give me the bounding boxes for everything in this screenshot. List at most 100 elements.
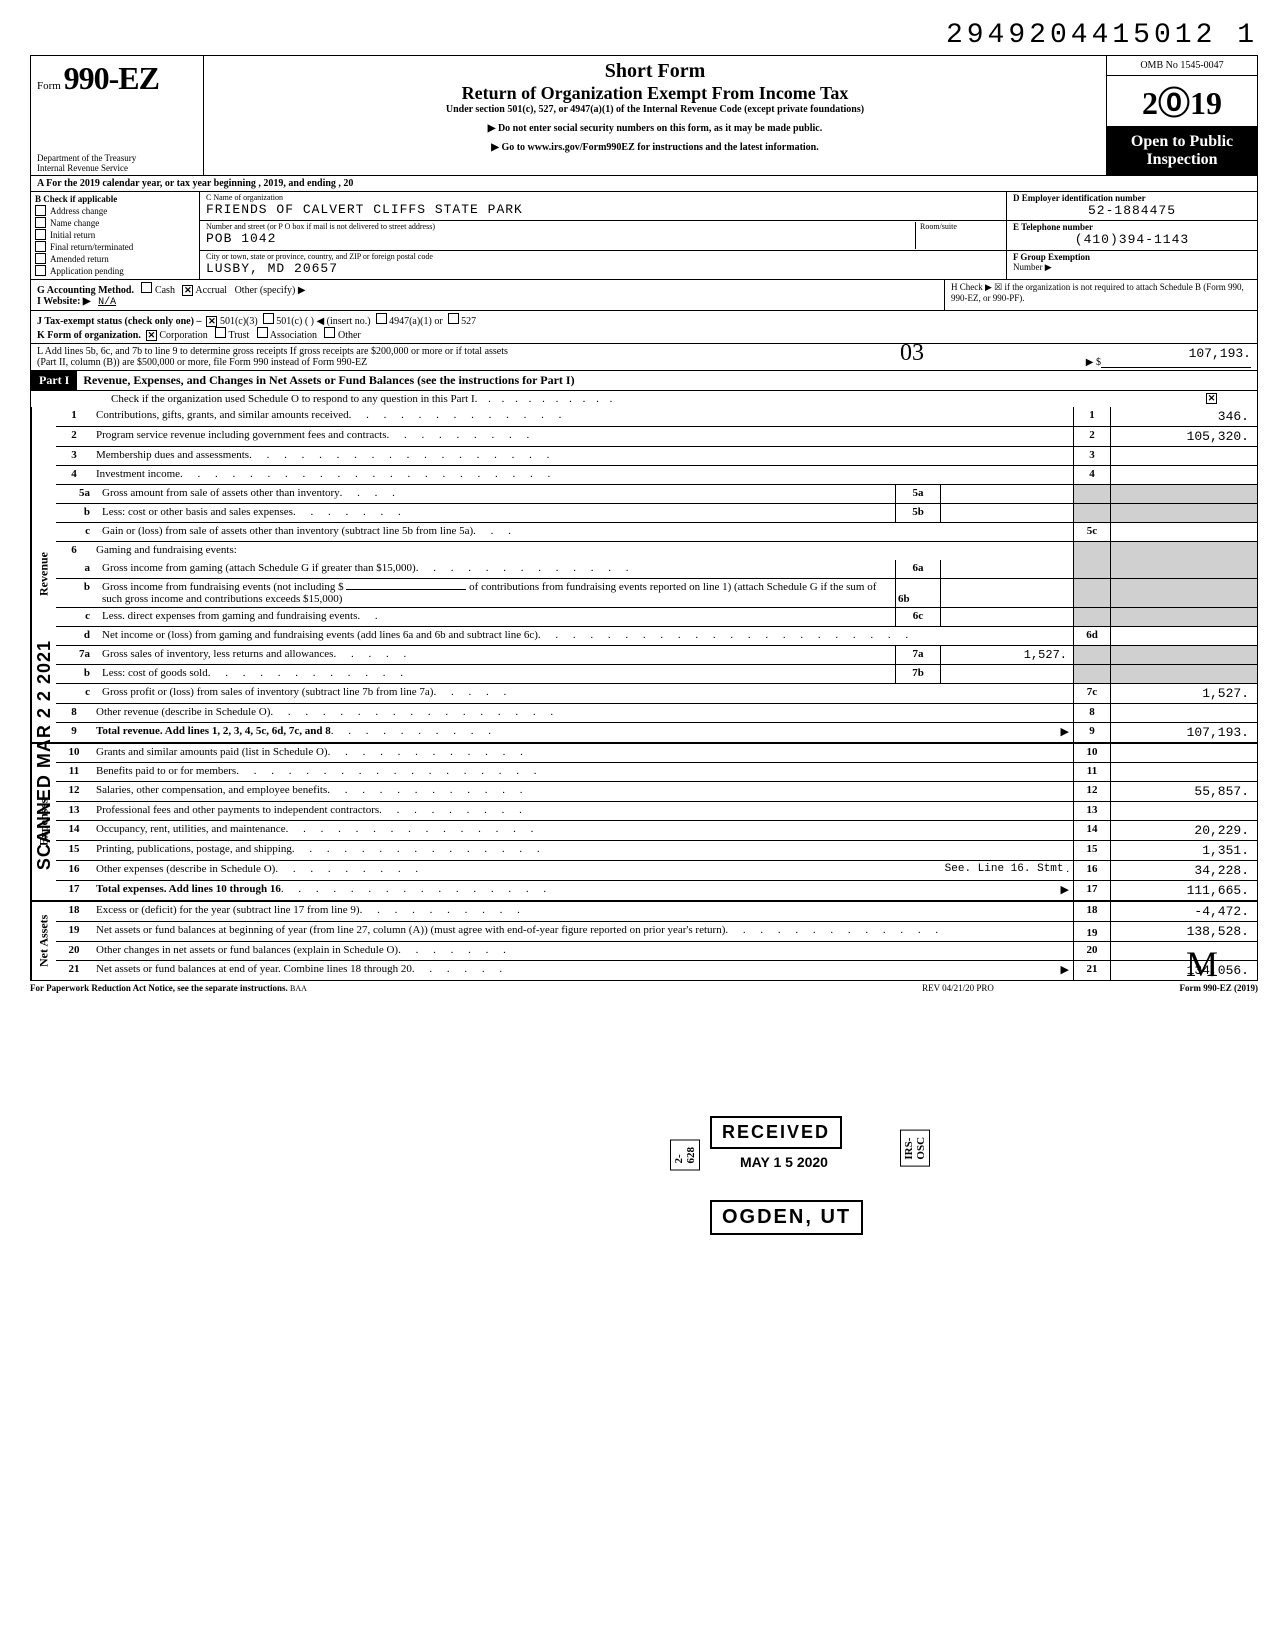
- shade-6cv: [1110, 608, 1257, 626]
- ln7a-ibox: 7a: [895, 646, 941, 664]
- ln6d-box: 6d: [1073, 627, 1110, 645]
- chk-address[interactable]: [35, 205, 46, 216]
- ln1-num: 1: [56, 407, 92, 426]
- chk-initial[interactable]: [35, 229, 46, 240]
- chk-trust[interactable]: [215, 327, 226, 338]
- ln5c-box: 5c: [1073, 523, 1110, 541]
- row-l: L Add lines 5b, 6c, and 7b to line 9 to …: [30, 344, 1258, 371]
- ln2-desc: Program service revenue including govern…: [96, 429, 386, 444]
- ln21-box: 21: [1073, 961, 1110, 980]
- ln6c-ibox: 6c: [895, 608, 941, 626]
- ln7a-desc: Gross sales of inventory, less returns a…: [102, 648, 333, 662]
- k-other: Other: [338, 330, 361, 341]
- ln13-num: 13: [56, 802, 92, 820]
- check-o-text: Check if the organization used Schedule …: [111, 393, 475, 405]
- chk-k-other[interactable]: [324, 327, 335, 338]
- ln19-box: 19: [1073, 922, 1110, 941]
- ln19-val: 138,528.: [1110, 922, 1257, 941]
- ln6a-ival: [941, 560, 1073, 578]
- form-number: 990-EZ: [64, 60, 159, 96]
- ln3-box: 3: [1073, 447, 1110, 465]
- shade-7b: [1073, 665, 1110, 683]
- return-title: Return of Organization Exempt From Incom…: [210, 83, 1100, 104]
- ln14-desc: Occupancy, rent, utilities, and maintena…: [96, 823, 286, 838]
- chk-527[interactable]: [448, 313, 459, 324]
- ln5c-desc: Gain or (loss) from sale of assets other…: [102, 525, 473, 539]
- b-item-3: Final return/terminated: [50, 242, 133, 252]
- ln6a-desc: Gross income from gaming (attach Schedul…: [102, 562, 416, 576]
- chk-schedule-o[interactable]: [1206, 393, 1217, 404]
- shade-5b: [1073, 504, 1110, 522]
- ln6d-val: [1110, 627, 1257, 645]
- chk-4947[interactable]: [376, 313, 387, 324]
- ln3-num: 3: [56, 447, 92, 465]
- room-label: Room/suite: [920, 222, 1000, 231]
- ln14-box: 14: [1073, 821, 1110, 840]
- chk-pending[interactable]: [35, 265, 46, 276]
- ln4-val: [1110, 466, 1257, 484]
- ln8-val: [1110, 704, 1257, 722]
- chk-corp[interactable]: [146, 330, 157, 341]
- side-netassets: Net Assets: [31, 902, 56, 980]
- chk-501c[interactable]: [263, 313, 274, 324]
- ln2-box: 2: [1073, 427, 1110, 446]
- ln17-val: 111,665.: [1110, 881, 1257, 900]
- chk-assoc[interactable]: [257, 327, 268, 338]
- ln7c-val: 1,527.: [1110, 684, 1257, 703]
- ln14-val: 20,229.: [1110, 821, 1257, 840]
- ln16-desc: Other expenses (describe in Schedule O): [96, 863, 275, 878]
- form-label: Form: [37, 80, 61, 92]
- shade-7bv: [1110, 665, 1257, 683]
- ln21-val: 134,056.: [1110, 961, 1257, 980]
- footer-left: For Paperwork Reduction Act Notice, see …: [30, 983, 288, 993]
- ln20-val: [1110, 942, 1257, 960]
- ln12-desc: Salaries, other compensation, and employ…: [96, 784, 327, 799]
- ln9-num: 9: [56, 723, 92, 742]
- revenue-table: Revenue 1 Contributions, gifts, grants, …: [30, 407, 1258, 743]
- dln-number: 2949204415012 1: [30, 20, 1258, 51]
- ln8-num: 8: [56, 704, 92, 722]
- addr-label: Number and street (or P O box if mail is…: [206, 222, 915, 231]
- ln9-val: 107,193.: [1110, 723, 1257, 742]
- ln2-val: 105,320.: [1110, 427, 1257, 446]
- ln6c-ival: [941, 608, 1073, 626]
- ln4-num: 4: [56, 466, 92, 484]
- shade-6b: [1073, 579, 1110, 607]
- ln12-val: 55,857.: [1110, 782, 1257, 801]
- shade-5v: [1110, 485, 1257, 503]
- city-value: LUSBY, MD 20657: [206, 261, 1000, 276]
- ln21-arrow: ▶: [1061, 963, 1069, 978]
- part1-label: Part I: [31, 371, 77, 390]
- ln6a-num: a: [56, 560, 98, 578]
- chk-name[interactable]: [35, 217, 46, 228]
- shade-7av: [1110, 646, 1257, 664]
- ln1-desc: Contributions, gifts, grants, and simila…: [96, 409, 349, 424]
- chk-501c3[interactable]: [206, 316, 217, 327]
- ln21-desc: Net assets or fund balances at end of ye…: [96, 963, 412, 978]
- ln6c-num: c: [56, 608, 98, 626]
- j-501c: 501(c) (: [276, 316, 308, 327]
- chk-final[interactable]: [35, 241, 46, 252]
- ln5b-desc: Less: cost or other basis and sales expe…: [102, 506, 293, 520]
- chk-cash[interactable]: [141, 282, 152, 293]
- ln14-num: 14: [56, 821, 92, 840]
- ln9-box: 9: [1073, 723, 1110, 742]
- ln9-arrow: ▶: [1061, 725, 1069, 740]
- b-label: B Check if applicable: [35, 194, 195, 204]
- ln6b-num: b: [56, 579, 98, 607]
- website-value: N/A: [98, 297, 116, 308]
- netassets-table: Net Assets 18 Excess or (deficit) for th…: [30, 901, 1258, 981]
- j-label: J Tax-exempt status (check only one) –: [37, 316, 201, 327]
- g-accrual: Accrual: [195, 285, 227, 296]
- ln6c-desc: Less. direct expenses from gaming and fu…: [102, 610, 357, 624]
- chk-accrual[interactable]: [182, 285, 193, 296]
- ln19-desc: Net assets or fund balances at beginning…: [96, 924, 725, 939]
- ln6b-ival: [941, 579, 1073, 607]
- ln7b-num: b: [56, 665, 98, 683]
- part1-row: Part I Revenue, Expenses, and Changes in…: [30, 371, 1258, 391]
- b-item-2: Initial return: [50, 230, 95, 240]
- shade-6a: [1073, 560, 1110, 578]
- ln5a-ival: [941, 485, 1073, 503]
- chk-amended[interactable]: [35, 253, 46, 264]
- ln4-box: 4: [1073, 466, 1110, 484]
